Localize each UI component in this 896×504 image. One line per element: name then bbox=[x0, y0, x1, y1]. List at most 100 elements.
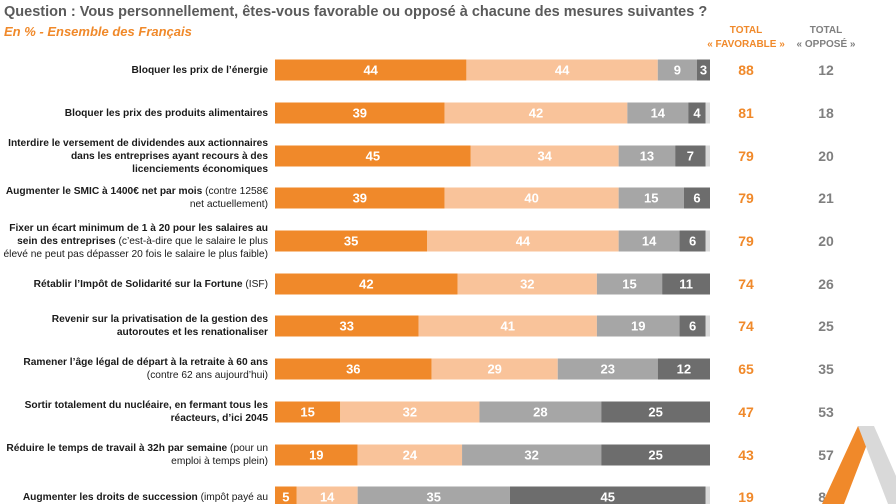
total-oppose-value: 26 bbox=[818, 276, 834, 292]
bar-segment-tres_oppose bbox=[601, 444, 710, 466]
bar-segment-plutot_favorable bbox=[357, 444, 463, 466]
bar-value-label: 3 bbox=[700, 63, 707, 78]
category-label: Ramener l’âge légal de départ à la retra… bbox=[23, 357, 268, 381]
bar-value-label: 5 bbox=[282, 490, 289, 504]
bar-segment-tres_favorable bbox=[275, 145, 471, 167]
bar-value-label: 24 bbox=[403, 448, 418, 463]
bar-value-label: 45 bbox=[366, 149, 380, 164]
category-label: Réduire le temps de travail à 32h par se… bbox=[6, 443, 268, 467]
total-oppose-value: 20 bbox=[818, 148, 834, 164]
bar-segment-plutot_oppose bbox=[357, 486, 510, 504]
bar-value-label: 19 bbox=[631, 319, 645, 334]
bar-value-label: 14 bbox=[642, 234, 657, 249]
total-oppose-header-line2: « OPPOSÉ » bbox=[796, 39, 856, 50]
bar-value-label: 32 bbox=[403, 405, 417, 420]
bar-segment-plutot_oppose bbox=[627, 102, 689, 124]
bar-segment-nsp bbox=[705, 230, 710, 252]
bar-segment-tres_oppose bbox=[675, 145, 706, 167]
bar-segment-plutot_favorable bbox=[431, 358, 558, 380]
bar-segment-plutot_oppose bbox=[618, 230, 680, 252]
bar-segment-plutot_favorable bbox=[470, 145, 619, 167]
total-favorable-value: 19 bbox=[738, 489, 754, 504]
bar-segment-plutot_oppose bbox=[596, 315, 680, 337]
bar-segment-tres_favorable bbox=[275, 358, 432, 380]
bar-segment-plutot_favorable bbox=[466, 59, 658, 81]
bar-value-label: 15 bbox=[622, 277, 636, 292]
bar-value-label: 9 bbox=[674, 63, 681, 78]
category-label: Revenir sur la privatisation de la gesti… bbox=[51, 314, 268, 338]
bar-segment-tres_oppose bbox=[679, 315, 706, 337]
bar-value-label: 44 bbox=[363, 63, 378, 78]
category-label: Interdire le versement de dividendes aux… bbox=[8, 137, 268, 175]
chart-question: Question : Vous personnellement, êtes-vo… bbox=[4, 4, 708, 20]
bar-segment-tres_favorable bbox=[275, 230, 428, 252]
bar-value-label: 32 bbox=[524, 448, 538, 463]
bar-segment-plutot_favorable bbox=[340, 401, 480, 423]
bar-value-label: 36 bbox=[346, 362, 360, 377]
bar-value-label: 29 bbox=[487, 362, 501, 377]
total-oppose-value: 12 bbox=[818, 62, 834, 78]
bar-value-label: 44 bbox=[516, 234, 531, 249]
brand-logo-icon bbox=[822, 426, 896, 504]
bar-segment-plutot_favorable bbox=[427, 230, 619, 252]
bar-value-label: 4 bbox=[693, 106, 701, 121]
bar-value-label: 13 bbox=[640, 149, 654, 164]
bar-segment-tres_oppose bbox=[683, 187, 710, 209]
bar-segment-plutot_favorable bbox=[418, 315, 597, 337]
total-favorable-header-line2: « FAVORABLE » bbox=[707, 39, 785, 50]
bar-value-label: 39 bbox=[353, 106, 367, 121]
bar-value-label: 15 bbox=[300, 405, 314, 420]
bar-value-label: 23 bbox=[601, 362, 615, 377]
category-label: Augmenter les droits de succession (impô… bbox=[22, 491, 268, 503]
bar-value-label: 32 bbox=[520, 277, 534, 292]
bar-value-label: 6 bbox=[693, 191, 700, 206]
bar-value-label: 35 bbox=[344, 234, 358, 249]
total-oppose-header-line1: TOTAL bbox=[809, 25, 843, 36]
bar-segment-tres_oppose bbox=[601, 401, 710, 423]
bar-value-label: 7 bbox=[687, 149, 694, 164]
bar-value-label: 42 bbox=[359, 277, 373, 292]
category-label: Bloquer les prix des produits alimentair… bbox=[64, 107, 268, 119]
category-label: Sortir totalement du nucléaire, en ferma… bbox=[24, 400, 268, 424]
category-label: Fixer un écart minimum de 1 à 20 pour le… bbox=[3, 222, 268, 260]
bar-segment-tres_favorable bbox=[275, 315, 419, 337]
bar-segment-tres_favorable bbox=[275, 444, 358, 466]
bar-value-label: 25 bbox=[648, 405, 662, 420]
bar-value-label: 33 bbox=[340, 319, 354, 334]
bar-value-label: 15 bbox=[644, 191, 658, 206]
bar-segment-tres_favorable bbox=[275, 401, 341, 423]
total-oppose-value: 57 bbox=[818, 447, 834, 463]
total-favorable-value: 79 bbox=[738, 190, 754, 206]
bar-segment-tres_oppose bbox=[696, 59, 710, 81]
bar-value-label: 6 bbox=[689, 234, 696, 249]
total-oppose-value: 21 bbox=[818, 190, 834, 206]
bar-value-label: 28 bbox=[533, 405, 547, 420]
bar-value-label: 14 bbox=[320, 490, 335, 504]
bar-value-label: 42 bbox=[529, 106, 543, 121]
bar-segment-tres_oppose bbox=[679, 230, 706, 252]
bar-segment-tres_favorable bbox=[275, 486, 297, 504]
total-favorable-value: 79 bbox=[738, 148, 754, 164]
bar-value-label: 40 bbox=[524, 191, 538, 206]
bar-segment-tres_favorable bbox=[275, 187, 445, 209]
bar-segment-plutot_oppose bbox=[479, 401, 602, 423]
bar-value-label: 35 bbox=[427, 490, 441, 504]
bar-segment-tres_oppose bbox=[509, 486, 706, 504]
bar-value-label: 25 bbox=[648, 448, 662, 463]
bar-segment-tres_favorable bbox=[275, 59, 467, 81]
bar-segment-plutot_oppose bbox=[618, 145, 676, 167]
category-label: Bloquer les prix de l’énergie bbox=[131, 64, 268, 76]
chart-subtitle: En % - Ensemble des Français bbox=[4, 24, 192, 39]
bar-value-label: 11 bbox=[679, 277, 693, 292]
bar-value-label: 41 bbox=[500, 319, 514, 334]
category-label: Rétablir l’Impôt de Solidarité sur la Fo… bbox=[33, 278, 268, 290]
total-favorable-header: TOTAL « FAVORABLE » bbox=[701, 24, 791, 52]
bar-segment-plutot_oppose bbox=[557, 358, 658, 380]
bar-segment-tres_favorable bbox=[275, 102, 445, 124]
bar-segment-plutot_favorable bbox=[296, 486, 358, 504]
total-favorable-value: 74 bbox=[738, 318, 754, 334]
total-oppose-value: 20 bbox=[818, 233, 834, 249]
total-favorable-value: 47 bbox=[738, 404, 754, 420]
bar-segment-plutot_oppose bbox=[657, 59, 697, 81]
total-oppose-value: 18 bbox=[818, 105, 834, 121]
